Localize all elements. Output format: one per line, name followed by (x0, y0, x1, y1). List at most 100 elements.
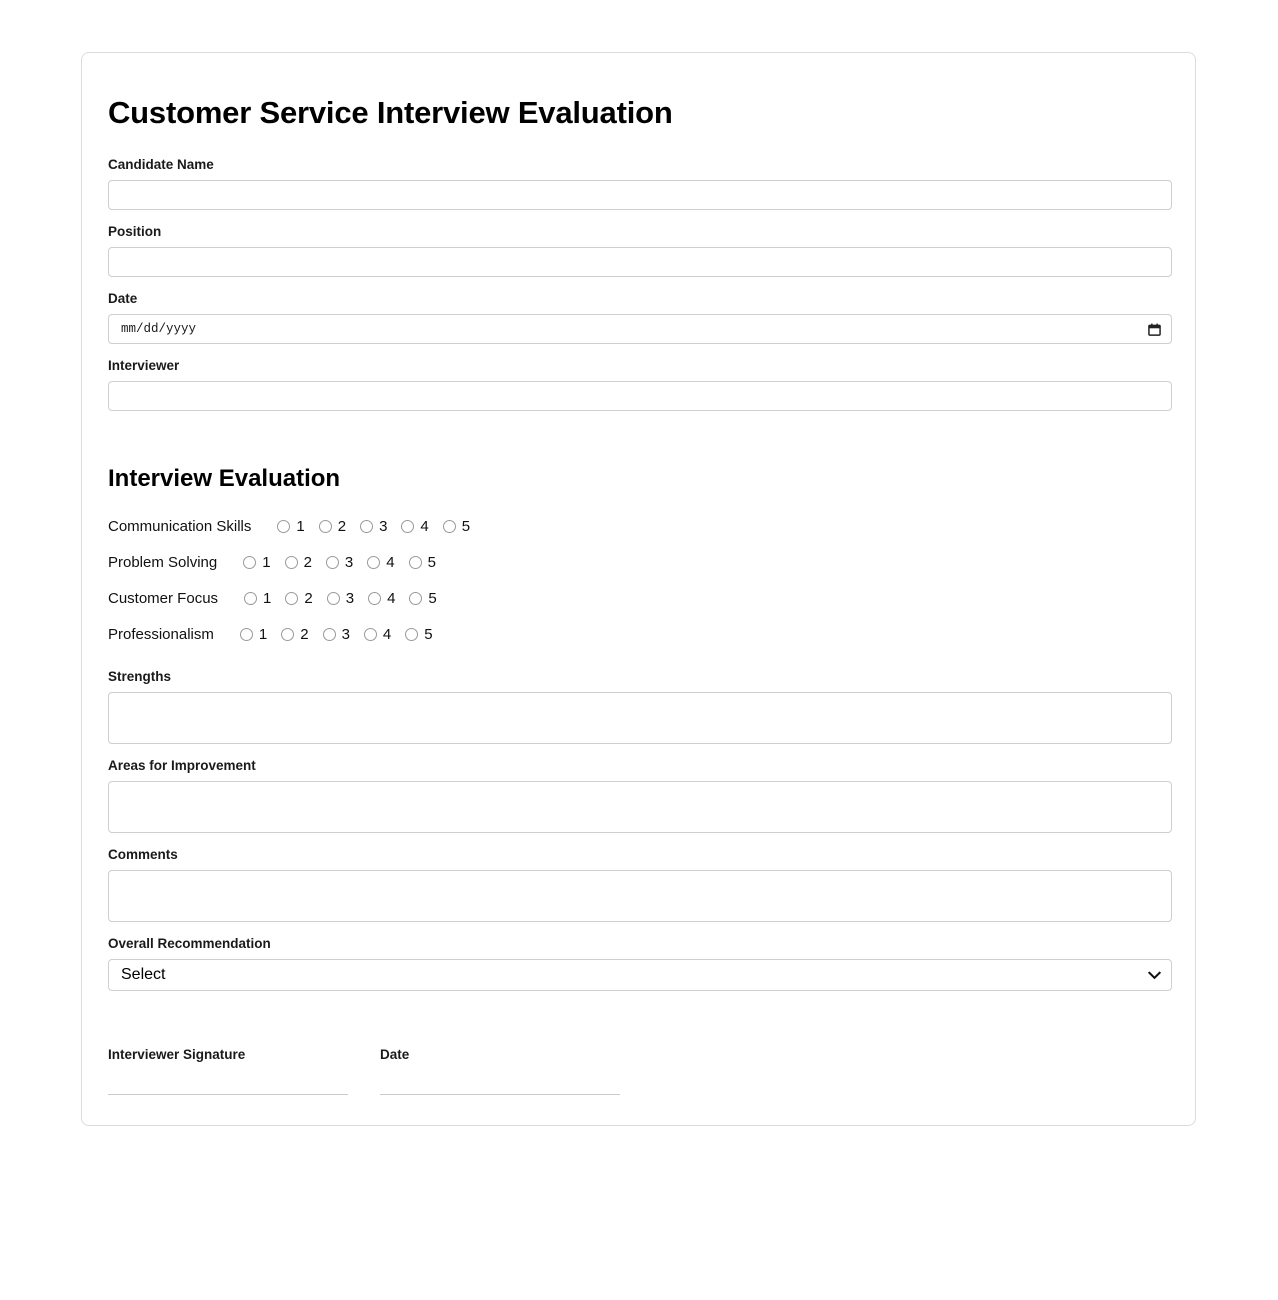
radio-option[interactable]: 5 (442, 517, 471, 535)
radio-label: 3 (344, 553, 354, 571)
radio-circle-icon[interactable] (284, 555, 298, 569)
radio-option[interactable]: 3 (360, 518, 387, 535)
page-title: Customer Service Interview Evaluation (108, 95, 673, 130)
radio-option[interactable]: 2 (284, 554, 312, 571)
signature-date-line[interactable] (380, 1094, 620, 1095)
radio-option[interactable]: 3 (325, 553, 354, 571)
radio-option[interactable]: 1 (243, 553, 271, 571)
radio-circle-icon[interactable] (409, 591, 423, 605)
radio-circle-icon[interactable] (322, 627, 336, 641)
label-date: Date (108, 291, 138, 306)
strengths-textarea[interactable] (108, 692, 1172, 744)
label-position: Position (108, 224, 162, 239)
radio-circle-icon[interactable] (408, 555, 422, 569)
signature-block: Interviewer Signature Date (108, 1047, 1169, 1095)
radio-circle-icon[interactable] (401, 519, 415, 533)
radio-option[interactable]: 2 (281, 626, 309, 643)
radio-circle-icon[interactable] (368, 591, 382, 605)
areas-for-improvement-textarea[interactable] (108, 781, 1172, 833)
radio-circle-icon[interactable] (363, 627, 377, 641)
comments-textarea[interactable] (108, 870, 1172, 922)
radio-label: 5 (428, 589, 437, 607)
radio-option[interactable]: 1 (277, 517, 305, 535)
field-strengths: Strengths (108, 669, 1172, 744)
radio-option[interactable]: 3 (326, 589, 355, 607)
label-interviewer-signature: Interviewer Signature (108, 1047, 246, 1062)
radio-circle-icon[interactable] (239, 627, 253, 641)
rating-label: Problem Solving (108, 553, 218, 571)
label-areas-for-improvement: Areas for Improvement (108, 758, 256, 773)
radio-option[interactable]: 4 (368, 590, 395, 607)
radio-label: 2 (304, 589, 313, 607)
position-input[interactable] (108, 247, 1172, 277)
overall-recommendation-select[interactable]: Select (108, 959, 1172, 991)
rating-label: Communication Skills (108, 517, 252, 535)
radio-circle-icon[interactable] (244, 591, 258, 605)
radio-option[interactable]: 5 (409, 589, 437, 607)
radio-label: 1 (262, 553, 271, 571)
radio-option[interactable]: 5 (405, 625, 433, 643)
date-input[interactable]: mm/dd/yyyy (108, 314, 1172, 344)
field-date: Date mm/dd/yyyy (108, 291, 1172, 344)
radio-option[interactable]: 4 (401, 517, 429, 535)
radio-circle-icon[interactable] (326, 591, 340, 605)
radio-label: 3 (379, 517, 388, 535)
radio-circle-icon[interactable] (243, 555, 257, 569)
section-title-interview-evaluation: Interview Evaluation (108, 465, 341, 492)
field-position: Position (108, 224, 1172, 277)
select-selected-value: Select (121, 966, 166, 983)
radio-option[interactable]: 1 (244, 590, 271, 607)
radio-label: 4 (387, 589, 396, 607)
radio-option[interactable]: 2 (318, 517, 347, 535)
radio-label: 3 (345, 589, 355, 607)
radio-label: 2 (337, 517, 347, 535)
radio-option[interactable]: 4 (367, 553, 395, 571)
radio-label: 5 (427, 553, 436, 571)
radio-label: 1 (296, 517, 305, 535)
radio-circle-icon[interactable] (285, 591, 299, 605)
rating-options: 1 2 3 4 5 (277, 518, 470, 535)
radio-circle-icon[interactable] (277, 519, 291, 533)
candidate-name-input[interactable] (108, 180, 1172, 210)
radio-circle-icon[interactable] (442, 519, 456, 533)
radio-label: 3 (341, 625, 350, 643)
rating-row-communication-skills: Communication Skills 1 2 3 4 5 (108, 515, 1169, 537)
radio-circle-icon[interactable] (360, 519, 374, 533)
radio-circle-icon[interactable] (281, 627, 295, 641)
rating-options: 1 2 3 4 5 (239, 625, 433, 643)
radio-circle-icon[interactable] (405, 627, 419, 641)
interviewer-input[interactable] (108, 381, 1172, 411)
radio-option[interactable]: 2 (285, 589, 313, 607)
radio-label: 5 (461, 517, 471, 535)
radio-circle-icon[interactable] (325, 555, 339, 569)
label-comments: Comments (108, 847, 178, 862)
radio-label: 5 (424, 625, 433, 643)
evaluation-form-card: Customer Service Interview Evaluation Ca… (81, 52, 1196, 1126)
field-candidate-name: Candidate Name (108, 157, 1172, 210)
label-strengths: Strengths (108, 669, 172, 684)
rating-label: Professionalism (108, 625, 214, 643)
radio-label: 4 (386, 553, 395, 571)
radio-label: 1 (258, 625, 268, 643)
radio-option[interactable]: 1 (239, 625, 268, 643)
field-comments: Comments (108, 847, 1172, 922)
signature-column-date: Date (380, 1047, 652, 1095)
field-overall-recommendation: Overall Recommendation Select (108, 936, 1172, 991)
chevron-down-icon[interactable] (1148, 970, 1161, 980)
label-signature-date: Date (380, 1047, 410, 1062)
radio-label: 4 (420, 517, 429, 535)
radio-option[interactable]: 5 (408, 553, 436, 571)
radio-option[interactable]: 3 (322, 625, 350, 643)
rating-row-customer-focus: Customer Focus 1 2 3 4 5 (108, 587, 1169, 609)
radio-option[interactable]: 4 (363, 625, 392, 643)
radio-label: 4 (382, 625, 392, 643)
calendar-icon[interactable] (1148, 323, 1161, 336)
radio-circle-icon[interactable] (367, 555, 381, 569)
rating-row-professionalism: Professionalism 1 2 3 4 5 (108, 623, 1169, 645)
radio-label: 1 (263, 589, 272, 607)
signature-line[interactable] (108, 1094, 348, 1095)
signature-column-interviewer: Interviewer Signature (108, 1047, 380, 1095)
label-interviewer: Interviewer (108, 358, 180, 373)
radio-circle-icon[interactable] (318, 519, 332, 533)
rating-row-problem-solving: Problem Solving 1 2 3 4 5 (108, 551, 1169, 573)
